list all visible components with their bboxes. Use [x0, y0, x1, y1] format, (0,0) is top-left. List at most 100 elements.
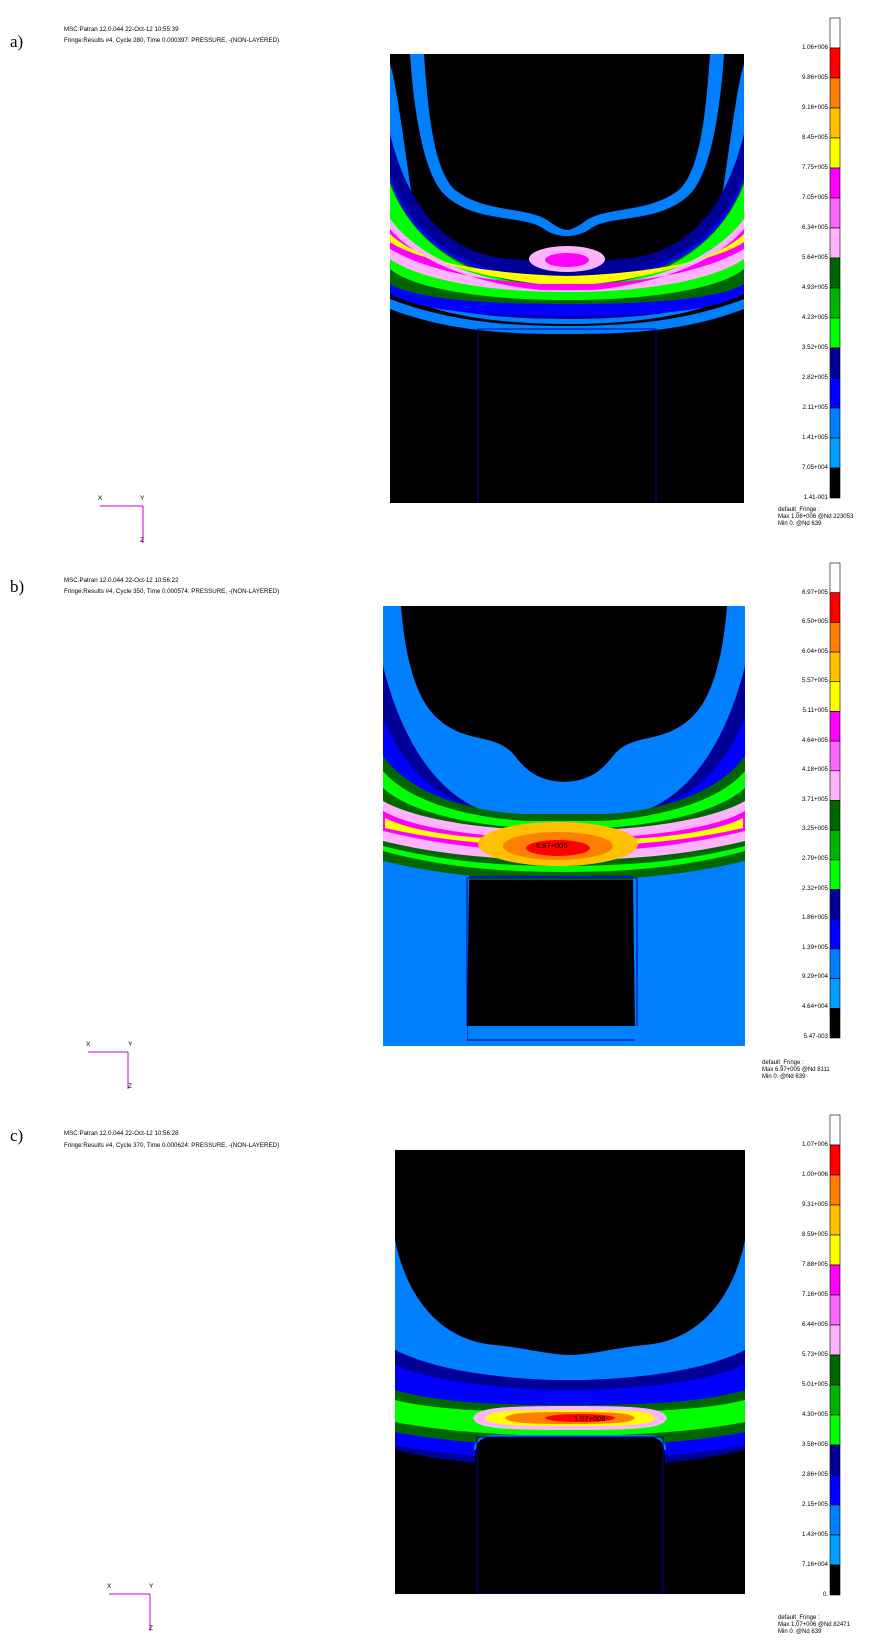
x-axis-label: X — [98, 495, 103, 502]
fringe-min: Min 0. @Nd 639 — [778, 1629, 822, 1635]
axis-triad: X Y Z — [86, 1041, 146, 1098]
legend-label: 1.43+005 — [802, 1531, 828, 1538]
legend-label: 2.86+005 — [802, 1471, 828, 1478]
legend-label: 7.16+004 — [802, 1561, 828, 1568]
panel-label: c) — [10, 1126, 24, 1145]
axis-triad: X Y Z — [98, 495, 158, 552]
legend-label: 2.11+005 — [802, 404, 828, 411]
legend-label: 1.07+006 — [802, 1141, 828, 1148]
legend-swatch — [829, 1234, 841, 1266]
pressure-contour-plot — [390, 54, 744, 503]
legend-swatch — [829, 1008, 841, 1039]
legend-label: 7.05+004 — [802, 464, 828, 471]
legend-swatch — [829, 1174, 841, 1206]
y-axis-label: Y — [140, 495, 145, 502]
legend-swatch — [829, 1324, 841, 1356]
y-axis-label: Y — [128, 1041, 133, 1048]
legend-label: 2.82+005 — [802, 374, 828, 381]
fringe-legend — [829, 1114, 841, 1596]
legend-label: 1.00+006 — [802, 1171, 828, 1178]
panel-a: a) MSC.Patran 12.0.044 22-Oct-12 10:55:3… — [0, 0, 880, 544]
legend-label: 1.39+005 — [802, 943, 828, 951]
legend-label: 7.75+005 — [802, 164, 828, 171]
legend-swatch — [829, 1204, 841, 1236]
pressure-contour-plot — [395, 1150, 745, 1594]
legend-label: 4.64+005 — [802, 736, 828, 744]
legend-label: 1.41+005 — [802, 434, 828, 441]
legend-swatch — [829, 1384, 841, 1416]
legend-label: 9.31+005 — [802, 1201, 828, 1208]
legend-swatch — [829, 1264, 841, 1296]
legend-label: 5.01+005 — [802, 1381, 828, 1388]
fringe-legend — [829, 17, 841, 499]
legend-swatch — [829, 1414, 841, 1446]
legend-label: 4.93+005 — [802, 284, 828, 291]
legend-swatch — [829, 1354, 841, 1386]
fringe-max: Max 6.97+005 @Nd 8111 — [762, 1067, 830, 1073]
legend-label: 8.59+005 — [802, 1231, 828, 1238]
legend-label: 5.47-003 — [803, 1032, 828, 1040]
fringe-title: default_Fringe : — [778, 1615, 820, 1621]
fringe-min: Min 0. @Nd 639 — [778, 521, 822, 527]
legend-label: 0. — [822, 1591, 828, 1598]
legend-label: 5.57+005 — [802, 677, 828, 685]
peak-value-label: 6.97+005 — [536, 841, 568, 850]
legend-label: 6.04+005 — [802, 647, 828, 655]
legend-swatch — [829, 1534, 841, 1566]
panel-label: a) — [10, 32, 24, 51]
legend-swatch — [829, 1114, 841, 1146]
legend-label: 8.45+005 — [802, 134, 828, 141]
legend-label: 4.18+005 — [802, 766, 828, 774]
x-axis-label: X — [107, 1583, 112, 1590]
z-axis-label: Z — [140, 537, 144, 544]
legend-label: 4.30+005 — [802, 1411, 828, 1418]
legend-label: 6.97+005 — [802, 588, 828, 596]
legend-swatch — [829, 1504, 841, 1536]
fringe-legend — [829, 562, 841, 1039]
legend-label: 1.06+006 — [802, 44, 828, 51]
legend-label: 3.58+005 — [802, 1441, 828, 1448]
legend-swatch — [829, 467, 841, 499]
peak-value-label: 1.07+006 — [574, 1414, 606, 1423]
axis-triad: X Y Z — [107, 1583, 167, 1640]
header-line-1: MSC.Patran 12.0.044 22-Oct-12 10:56:28 — [64, 1130, 179, 1137]
legend-label: 1.41-001 — [803, 494, 828, 501]
legend-label: 9.86+005 — [802, 74, 828, 81]
z-axis-label: Z — [128, 1083, 132, 1090]
legend-label: 2.79+005 — [802, 855, 828, 862]
header-line-2: Fringe:Results #4, Cycle 370, Time 0.000… — [64, 1142, 280, 1149]
legend-label: 3.25+005 — [802, 825, 828, 833]
fringe-summary: default_Fringe : Max 6.97+005 @Nd 8111 M… — [762, 1060, 830, 1081]
z-axis-label: Z — [149, 1625, 153, 1632]
legend-label: 1.86+005 — [802, 914, 828, 922]
legend-label: 9.29+004 — [802, 973, 828, 981]
legend-label: 9.16+005 — [802, 104, 828, 111]
legend-label: 7.16+005 — [802, 1291, 828, 1298]
header-line-2: Fringe:Results #4, Cycle 280, Time 0.000… — [64, 37, 280, 44]
legend-swatch — [829, 1294, 841, 1326]
fringe-min: Min 0. @Nd 639 — [762, 1074, 806, 1080]
legend-label: 7.88+005 — [802, 1261, 828, 1268]
legend-swatch — [829, 1444, 841, 1476]
legend-label: 6.44+005 — [802, 1321, 828, 1328]
legend-label: 3.71+005 — [802, 795, 828, 803]
panel-label: b) — [10, 577, 25, 596]
legend-swatch — [829, 1564, 841, 1596]
fringe-summary: default_Fringe : Max 1.07+006 @Nd 82471 … — [778, 1615, 850, 1636]
header-line-1: MSC.Patran 12.0.044 22-Oct-12 10:55:39 — [64, 26, 179, 33]
legend-swatch — [829, 1144, 841, 1176]
legend-label: 6.34+005 — [802, 224, 828, 231]
y-axis-label: Y — [149, 1583, 154, 1590]
fringe-max: Max 1.07+006 @Nd 82471 — [778, 1622, 850, 1628]
legend-label: 7.05+005 — [802, 194, 828, 201]
legend-label: 2.32+005 — [802, 884, 828, 892]
pressure-contour-plot — [383, 606, 745, 1046]
header-line-2: Fringe:Results #4, Cycle 350, Time 0.000… — [64, 588, 280, 595]
panel-b: b) MSC.Patran 12.0.044 22-Oct-12 10:56:2… — [10, 562, 841, 1090]
fringe-title: default_Fringe : — [778, 507, 820, 513]
fringe-summary: default_Fringe : Max 1.06+006 @Nd 223053… — [778, 507, 853, 528]
fringe-title: default_Fringe : — [762, 1060, 804, 1066]
legend-swatch — [829, 1474, 841, 1506]
legend-label: 4.23+005 — [802, 314, 828, 321]
